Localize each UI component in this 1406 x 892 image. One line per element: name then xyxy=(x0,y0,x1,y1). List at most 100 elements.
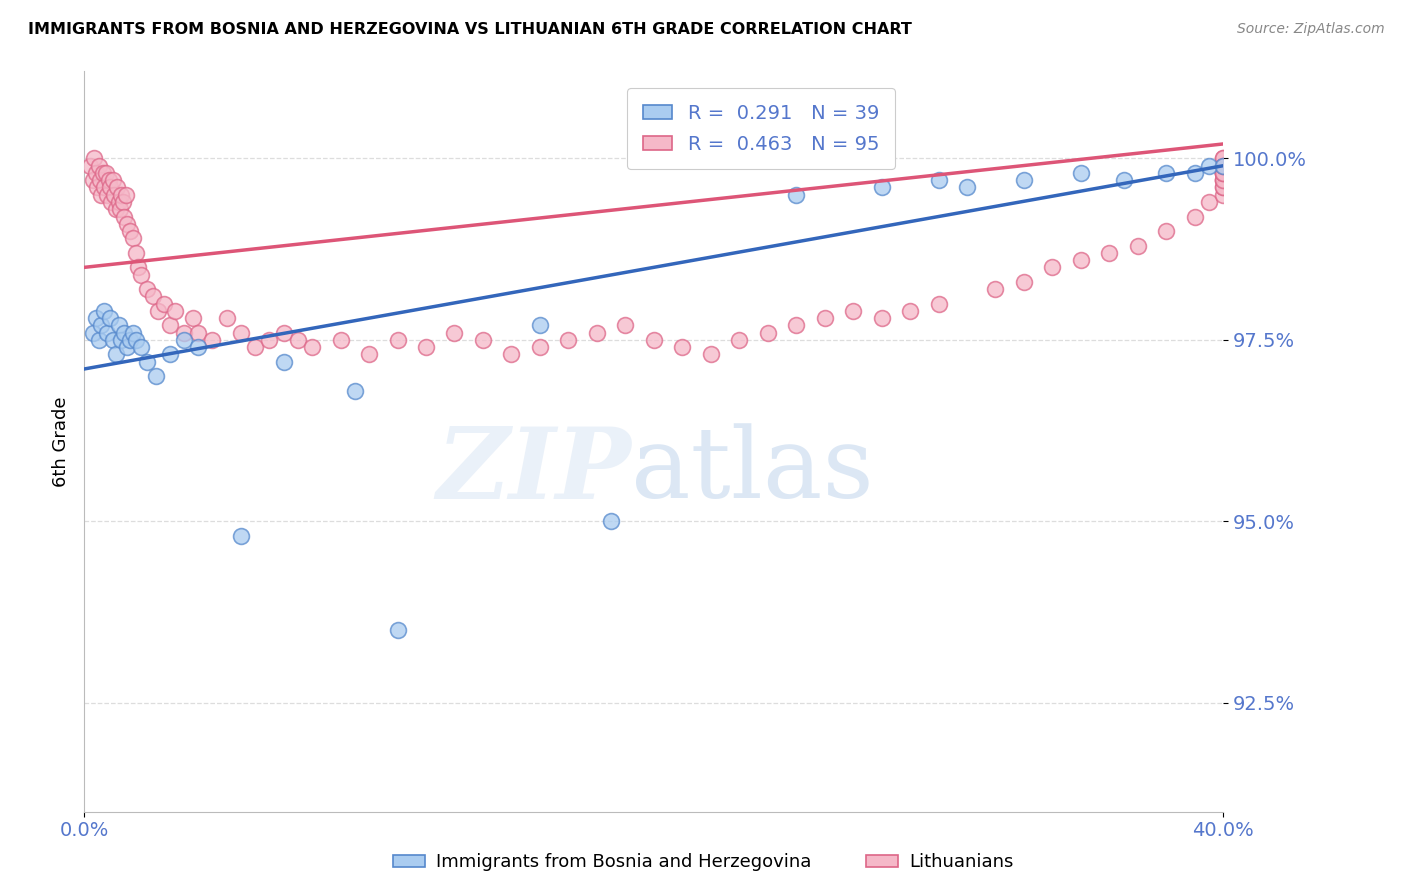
Text: atlas: atlas xyxy=(631,424,873,519)
Point xyxy=(245,340,267,354)
Point xyxy=(118,333,141,347)
Point xyxy=(118,224,141,238)
Point xyxy=(700,347,723,361)
Point xyxy=(121,231,143,245)
Point xyxy=(84,311,107,326)
Text: ZIP: ZIP xyxy=(436,423,631,519)
Point xyxy=(728,333,751,347)
Point xyxy=(1184,166,1206,180)
Point xyxy=(984,282,1007,296)
Point xyxy=(287,333,309,347)
Point xyxy=(127,260,149,275)
Point xyxy=(1184,210,1206,224)
Text: Source: ZipAtlas.com: Source: ZipAtlas.com xyxy=(1237,22,1385,37)
Text: IMMIGRANTS FROM BOSNIA AND HERZEGOVINA VS LITHUANIAN 6TH GRADE CORRELATION CHART: IMMIGRANTS FROM BOSNIA AND HERZEGOVINA V… xyxy=(28,22,912,37)
Point xyxy=(1070,166,1092,180)
Point xyxy=(1012,275,1035,289)
Point xyxy=(928,296,950,310)
Point xyxy=(1212,159,1234,173)
Point xyxy=(343,384,366,398)
Point xyxy=(104,202,127,217)
Point xyxy=(1212,180,1234,194)
Point xyxy=(586,326,609,340)
Point xyxy=(159,318,181,333)
Point xyxy=(814,311,837,326)
Point xyxy=(415,340,437,354)
Point xyxy=(1212,152,1234,166)
Point xyxy=(1212,166,1234,180)
Point xyxy=(136,354,159,368)
Point xyxy=(1070,253,1092,268)
Point xyxy=(94,166,117,180)
Point xyxy=(501,347,523,361)
Point xyxy=(121,326,143,340)
Point xyxy=(153,296,176,310)
Point xyxy=(259,333,281,347)
Point xyxy=(529,340,551,354)
Point xyxy=(600,515,623,529)
Legend: R =  0.291   N = 39, R =  0.463   N = 95: R = 0.291 N = 39, R = 0.463 N = 95 xyxy=(627,88,894,169)
Point xyxy=(643,333,665,347)
Point xyxy=(1212,173,1234,187)
Point xyxy=(329,333,352,347)
Point xyxy=(110,333,132,347)
Point xyxy=(301,340,323,354)
Point xyxy=(928,173,950,187)
Point xyxy=(96,326,118,340)
Point xyxy=(273,326,295,340)
Point xyxy=(387,624,409,638)
Point xyxy=(83,152,105,166)
Point xyxy=(229,529,252,543)
Point xyxy=(87,333,110,347)
Point xyxy=(131,268,153,282)
Point xyxy=(1212,166,1234,180)
Point xyxy=(1012,173,1035,187)
Point xyxy=(90,318,112,333)
Point xyxy=(100,194,122,209)
Point xyxy=(173,326,195,340)
Point xyxy=(173,333,195,347)
Point xyxy=(98,180,121,194)
Point xyxy=(84,166,107,180)
Point xyxy=(529,318,551,333)
Point xyxy=(273,354,295,368)
Point xyxy=(148,304,170,318)
Point xyxy=(842,304,865,318)
Point xyxy=(1042,260,1064,275)
Point xyxy=(785,318,807,333)
Point xyxy=(112,210,135,224)
Point xyxy=(82,173,104,187)
Point xyxy=(86,180,108,194)
Point xyxy=(1126,238,1149,252)
Point xyxy=(472,333,495,347)
Point xyxy=(1212,187,1234,202)
Point xyxy=(201,333,224,347)
Point xyxy=(756,326,779,340)
Point xyxy=(101,173,124,187)
Point xyxy=(112,326,135,340)
Point xyxy=(1212,152,1234,166)
Point xyxy=(870,180,893,194)
Legend: Immigrants from Bosnia and Herzegovina, Lithuanians: Immigrants from Bosnia and Herzegovina, … xyxy=(385,847,1021,879)
Point xyxy=(107,318,129,333)
Point xyxy=(93,304,115,318)
Point xyxy=(1112,173,1135,187)
Point xyxy=(98,311,121,326)
Point xyxy=(1198,194,1220,209)
Point xyxy=(131,340,153,354)
Point xyxy=(115,340,138,354)
Point xyxy=(159,347,181,361)
Point xyxy=(89,173,111,187)
Point xyxy=(187,340,209,354)
Point xyxy=(1098,245,1121,260)
Point xyxy=(124,333,146,347)
Point xyxy=(229,326,252,340)
Point xyxy=(87,159,110,173)
Point xyxy=(1156,224,1178,238)
Point xyxy=(107,194,129,209)
Point xyxy=(165,304,187,318)
Point xyxy=(105,180,128,194)
Point xyxy=(1212,159,1234,173)
Point xyxy=(111,194,134,209)
Point xyxy=(443,326,465,340)
